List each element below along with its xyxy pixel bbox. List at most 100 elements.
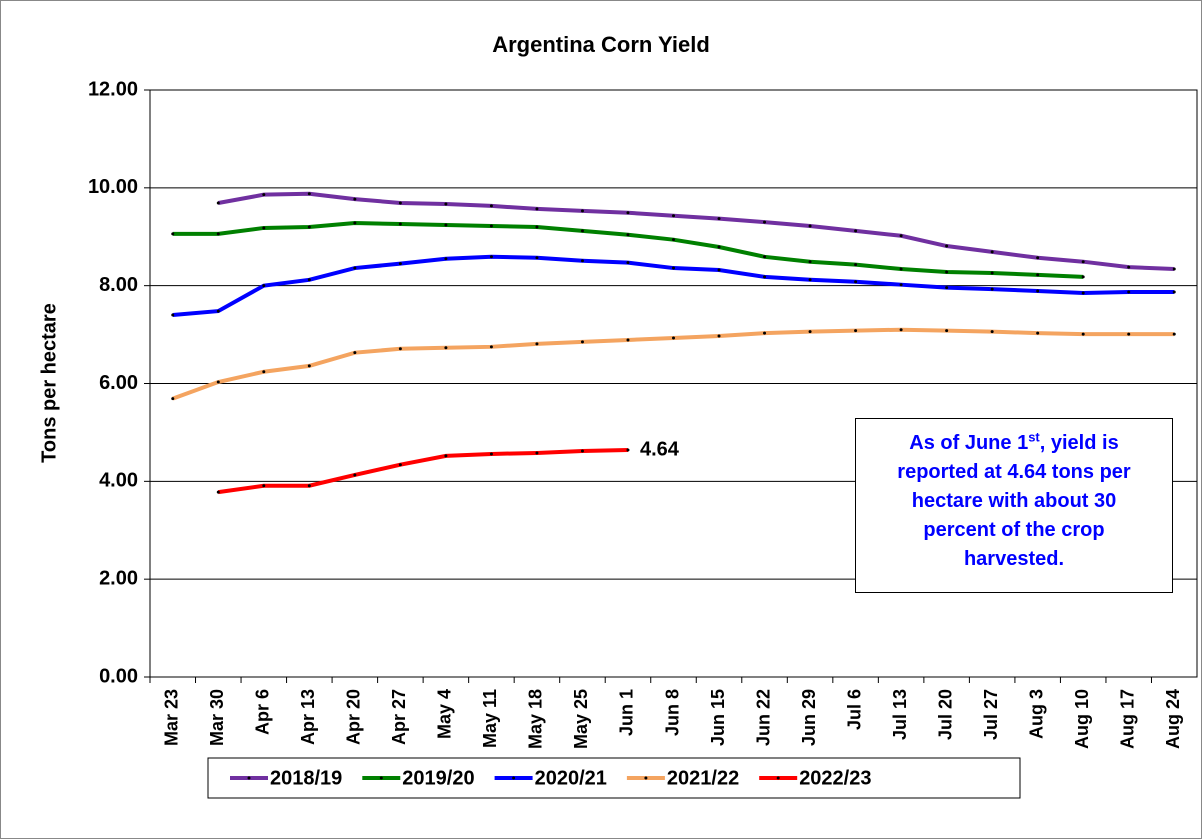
x-tick-label: Jul 20 [935,689,955,740]
point-marker [763,331,767,335]
point-marker [353,197,357,201]
point-marker [489,255,493,259]
y-tick-label: 8.00 [99,274,138,296]
point-marker [216,309,220,313]
point-marker [535,207,539,211]
point-marker [216,490,220,494]
x-tick-label: Aug 10 [1072,689,1092,749]
point-marker [489,345,493,349]
legend-marker [379,776,383,780]
point-marker [444,454,448,458]
point-marker [535,451,539,455]
point-marker [990,330,994,334]
point-marker [626,448,630,452]
x-tick-label: Jun 15 [708,689,728,746]
point-marker [262,370,266,374]
point-marker [854,229,858,233]
x-tick-label: Aug 17 [1117,689,1137,749]
point-marker [808,278,812,282]
point-marker [444,202,448,206]
point-marker [398,201,402,205]
x-tick-label: Jun 22 [753,689,773,746]
legend-label: 2019/20 [402,767,474,789]
point-marker [899,328,903,332]
point-marker [171,232,175,236]
point-marker [854,263,858,267]
point-marker [1036,256,1040,260]
legend-marker [247,776,251,780]
x-tick-label: Apr 13 [298,689,318,745]
point-marker [1081,260,1085,264]
point-marker [444,223,448,227]
point-marker [353,221,357,225]
y-axis-title: Tons per hectare [38,303,60,463]
x-tick-label: Jun 29 [799,689,819,746]
point-marker [1081,275,1085,279]
point-marker [808,260,812,264]
series-line [217,191,1175,272]
x-tick-label: Jun 8 [662,689,682,736]
point-marker [398,463,402,467]
point-marker [1036,273,1040,277]
point-marker [626,338,630,342]
point-marker [307,278,311,282]
point-marker [262,484,266,488]
point-marker [398,222,402,226]
point-marker [945,270,949,274]
point-marker [535,342,539,346]
point-marker [535,256,539,260]
x-tick-label: May 18 [526,689,546,749]
point-marker [717,217,721,221]
legend-label: 2020/21 [535,767,607,789]
point-marker [398,262,402,266]
point-marker [990,250,994,254]
legend-marker [776,776,780,780]
point-marker [672,238,675,242]
point-marker [262,226,266,230]
x-tick-label: Jul 6 [844,689,864,730]
point-marker [580,229,584,233]
point-marker [672,266,675,270]
annotation-box: As of June 1st, yield is reported at 4.6… [855,418,1173,593]
point-marker [353,266,357,270]
point-marker [444,346,448,350]
x-tick-label: Aug 3 [1026,689,1046,739]
point-marker [854,280,858,284]
x-tick-label: May 4 [435,689,455,739]
point-marker [353,473,357,477]
legend-label: 2021/22 [667,767,739,789]
point-marker [945,244,949,248]
x-tick-label: Jun 1 [617,689,637,736]
point-marker [899,267,903,271]
point-marker [808,330,812,334]
point-marker [262,284,266,288]
point-marker [444,257,448,261]
point-marker [489,204,493,208]
x-tick-label: Mar 30 [207,689,227,746]
point-marker [672,336,675,340]
point-marker [580,340,584,344]
point-marker [990,271,994,275]
point-marker [899,283,903,287]
point-marker [171,397,175,401]
y-tick-label: 0.00 [99,665,138,687]
point-marker [717,245,721,249]
annotation-text: st [1028,429,1040,445]
point-marker [216,380,220,384]
point-marker [353,351,357,355]
point-marker [307,484,311,488]
point-marker [990,287,994,291]
point-marker [580,449,584,453]
point-marker [717,334,721,338]
point-marker [763,275,767,279]
data-label: 4.64 [640,438,680,460]
point-marker [626,261,630,265]
series-line [218,448,629,495]
point-marker [1036,331,1040,335]
x-tick-label: Aug 24 [1163,689,1183,749]
point-marker [763,220,767,224]
point-marker [1172,267,1176,271]
point-marker [171,313,175,317]
point-marker [398,347,402,351]
